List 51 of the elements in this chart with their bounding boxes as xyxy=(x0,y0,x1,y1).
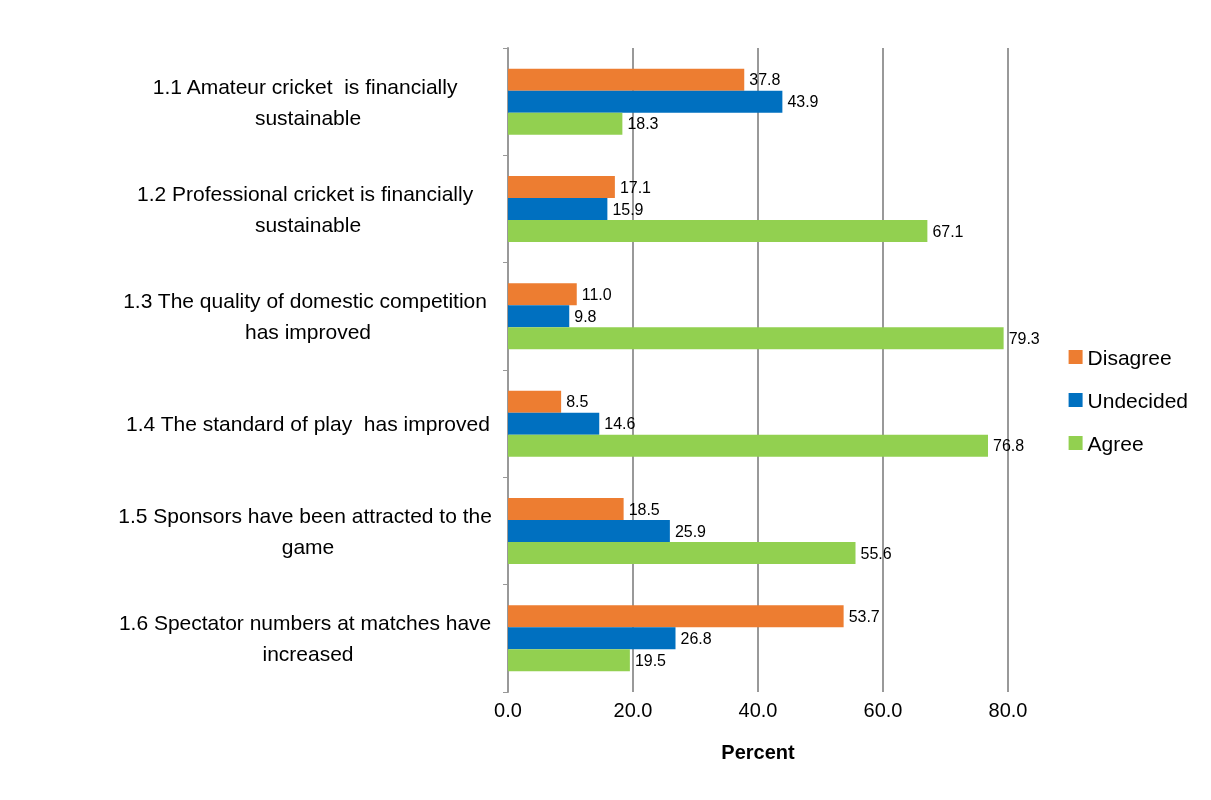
bar xyxy=(508,627,676,650)
data-label: 18.5 xyxy=(628,500,660,518)
legend-label: Disagree xyxy=(1087,345,1172,369)
bar xyxy=(508,112,623,135)
data-label: 79.3 xyxy=(1008,329,1040,347)
x-axis-title: Percent xyxy=(721,741,796,763)
bar xyxy=(508,649,630,672)
data-label: 67.1 xyxy=(932,222,964,240)
x-tick-label: 0.0 xyxy=(494,699,522,721)
bar xyxy=(508,305,570,328)
bar xyxy=(508,327,1004,350)
bar xyxy=(508,198,608,220)
bar xyxy=(508,390,562,413)
y-tick-label: 1.5 Sponsors have been attracted to the game xyxy=(118,504,498,558)
data-label: 18.3 xyxy=(627,115,659,133)
x-tick-label: 80.0 xyxy=(988,699,1028,721)
bar xyxy=(508,520,670,542)
y-tick-label: 1.1 Amateur cricket is financially sustainable xyxy=(152,74,464,129)
bar xyxy=(508,434,988,457)
y-tick-label: 1.6 Spectator numbers at matches have increased xyxy=(118,611,498,666)
x-tick-label: 40.0 xyxy=(738,699,778,721)
bar xyxy=(508,498,624,520)
data-label: 19.5 xyxy=(634,651,667,669)
x-tick-label: 60.0 xyxy=(863,699,903,721)
data-label: 76.8 xyxy=(993,437,1025,455)
data-label: 53.7 xyxy=(848,607,880,625)
data-label: 15.9 xyxy=(612,200,644,218)
data-label: 8.5 xyxy=(566,393,589,411)
data-label: 9.8 xyxy=(574,307,597,325)
bar xyxy=(508,605,844,628)
bar xyxy=(508,283,577,306)
bar xyxy=(508,220,928,242)
y-tick-label: 1.2 Professional cricket is financially sustainable xyxy=(137,182,479,236)
bar xyxy=(508,90,783,113)
data-label: 11.0 xyxy=(581,285,612,303)
bar xyxy=(508,68,745,91)
data-label: 37.8 xyxy=(749,71,781,89)
bar xyxy=(508,542,856,564)
x-tick-label: 20.0 xyxy=(613,699,653,721)
bar xyxy=(508,176,615,198)
bar xyxy=(508,412,600,435)
data-label: 26.8 xyxy=(680,629,712,647)
y-tick-label: 1.4 The standard of play has improved xyxy=(126,412,490,436)
data-label: 17.1 xyxy=(619,178,652,196)
data-label: 55.6 xyxy=(860,544,892,562)
legend-label: Agree xyxy=(1087,431,1144,455)
data-label: 25.9 xyxy=(674,522,707,540)
data-label: 43.9 xyxy=(787,93,819,111)
y-tick-label: 1.3 The quality of domestic competition has improved xyxy=(123,289,493,344)
legend-label: Undecided xyxy=(1087,388,1188,412)
data-label: 14.6 xyxy=(604,415,636,433)
